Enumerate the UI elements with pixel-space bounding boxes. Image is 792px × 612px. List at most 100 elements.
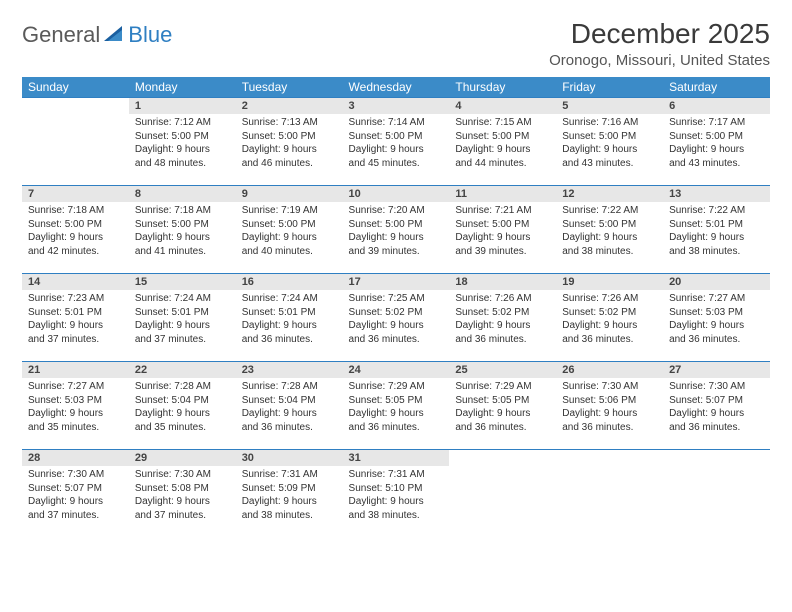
day-number: 18 — [449, 274, 556, 290]
daylight-text: Daylight: 9 hours — [242, 319, 337, 333]
daylight-text: and 36 minutes. — [669, 333, 764, 347]
daylight-text: Daylight: 9 hours — [455, 231, 550, 245]
day-details: Sunrise: 7:13 AMSunset: 5:00 PMDaylight:… — [236, 114, 343, 174]
daylight-text: and 37 minutes. — [135, 509, 230, 523]
daylight-text: and 39 minutes. — [349, 245, 444, 259]
sail-icon — [104, 22, 126, 48]
sunrise-text: Sunrise: 7:27 AM — [28, 380, 123, 394]
daylight-text: Daylight: 9 hours — [455, 143, 550, 157]
day-details: Sunrise: 7:17 AMSunset: 5:00 PMDaylight:… — [663, 114, 770, 174]
daylight-text: Daylight: 9 hours — [669, 143, 764, 157]
sunset-text: Sunset: 5:04 PM — [135, 394, 230, 408]
sunset-text: Sunset: 5:00 PM — [455, 130, 550, 144]
calendar-day-cell — [663, 450, 770, 538]
calendar-day-cell: 11Sunrise: 7:21 AMSunset: 5:00 PMDayligh… — [449, 186, 556, 274]
sunset-text: Sunset: 5:00 PM — [135, 218, 230, 232]
daylight-text: and 36 minutes. — [562, 421, 657, 435]
calendar-week: 1Sunrise: 7:12 AMSunset: 5:00 PMDaylight… — [22, 98, 770, 186]
day-details: Sunrise: 7:26 AMSunset: 5:02 PMDaylight:… — [449, 290, 556, 350]
calendar-day-cell: 13Sunrise: 7:22 AMSunset: 5:01 PMDayligh… — [663, 186, 770, 274]
sunset-text: Sunset: 5:00 PM — [28, 218, 123, 232]
day-number: 21 — [22, 362, 129, 378]
sunset-text: Sunset: 5:00 PM — [242, 218, 337, 232]
daylight-text: Daylight: 9 hours — [349, 407, 444, 421]
day-number: 6 — [663, 98, 770, 114]
day-details: Sunrise: 7:21 AMSunset: 5:00 PMDaylight:… — [449, 202, 556, 262]
calendar-day-cell: 23Sunrise: 7:28 AMSunset: 5:04 PMDayligh… — [236, 362, 343, 450]
daylight-text: and 44 minutes. — [455, 157, 550, 171]
daylight-text: Daylight: 9 hours — [349, 143, 444, 157]
day-details: Sunrise: 7:22 AMSunset: 5:00 PMDaylight:… — [556, 202, 663, 262]
daylight-text: and 36 minutes. — [455, 421, 550, 435]
calendar-day-cell: 29Sunrise: 7:30 AMSunset: 5:08 PMDayligh… — [129, 450, 236, 538]
daylight-text: Daylight: 9 hours — [135, 143, 230, 157]
sunrise-text: Sunrise: 7:24 AM — [242, 292, 337, 306]
daylight-text: Daylight: 9 hours — [28, 407, 123, 421]
sunset-text: Sunset: 5:01 PM — [669, 218, 764, 232]
sunrise-text: Sunrise: 7:14 AM — [349, 116, 444, 130]
calendar-day-cell: 2Sunrise: 7:13 AMSunset: 5:00 PMDaylight… — [236, 98, 343, 186]
daylight-text: and 42 minutes. — [28, 245, 123, 259]
daylight-text: and 35 minutes. — [28, 421, 123, 435]
sunset-text: Sunset: 5:00 PM — [242, 130, 337, 144]
calendar-day-cell — [449, 450, 556, 538]
brand-word-2: Blue — [128, 22, 172, 48]
day-number: 27 — [663, 362, 770, 378]
calendar-day-cell: 4Sunrise: 7:15 AMSunset: 5:00 PMDaylight… — [449, 98, 556, 186]
sunset-text: Sunset: 5:00 PM — [455, 218, 550, 232]
day-number: 26 — [556, 362, 663, 378]
calendar-day-cell: 22Sunrise: 7:28 AMSunset: 5:04 PMDayligh… — [129, 362, 236, 450]
day-details: Sunrise: 7:30 AMSunset: 5:06 PMDaylight:… — [556, 378, 663, 438]
daylight-text: and 36 minutes. — [669, 421, 764, 435]
sunrise-text: Sunrise: 7:18 AM — [28, 204, 123, 218]
sunrise-text: Sunrise: 7:28 AM — [242, 380, 337, 394]
calendar-week: 7Sunrise: 7:18 AMSunset: 5:00 PMDaylight… — [22, 186, 770, 274]
daylight-text: Daylight: 9 hours — [242, 407, 337, 421]
day-details: Sunrise: 7:26 AMSunset: 5:02 PMDaylight:… — [556, 290, 663, 350]
daylight-text: Daylight: 9 hours — [349, 319, 444, 333]
sunset-text: Sunset: 5:00 PM — [349, 130, 444, 144]
day-number: 29 — [129, 450, 236, 466]
weekday-header: Sunday — [22, 77, 129, 98]
daylight-text: Daylight: 9 hours — [562, 319, 657, 333]
title-block: December 2025 Oronogo, Missouri, United … — [549, 18, 770, 69]
calendar-day-cell: 12Sunrise: 7:22 AMSunset: 5:00 PMDayligh… — [556, 186, 663, 274]
daylight-text: and 38 minutes. — [669, 245, 764, 259]
daylight-text: and 35 minutes. — [135, 421, 230, 435]
day-number: 2 — [236, 98, 343, 114]
sunrise-text: Sunrise: 7:17 AM — [669, 116, 764, 130]
sunset-text: Sunset: 5:00 PM — [669, 130, 764, 144]
calendar-day-cell — [22, 98, 129, 186]
sunset-text: Sunset: 5:07 PM — [669, 394, 764, 408]
day-details: Sunrise: 7:30 AMSunset: 5:07 PMDaylight:… — [663, 378, 770, 438]
daylight-text: and 36 minutes. — [242, 421, 337, 435]
sunrise-text: Sunrise: 7:22 AM — [669, 204, 764, 218]
sunset-text: Sunset: 5:02 PM — [455, 306, 550, 320]
daylight-text: Daylight: 9 hours — [135, 495, 230, 509]
calendar-day-cell: 27Sunrise: 7:30 AMSunset: 5:07 PMDayligh… — [663, 362, 770, 450]
day-number: 19 — [556, 274, 663, 290]
sunrise-text: Sunrise: 7:21 AM — [455, 204, 550, 218]
daylight-text: Daylight: 9 hours — [242, 143, 337, 157]
sunrise-text: Sunrise: 7:30 AM — [562, 380, 657, 394]
sunrise-text: Sunrise: 7:12 AM — [135, 116, 230, 130]
sunrise-text: Sunrise: 7:27 AM — [669, 292, 764, 306]
daylight-text: and 36 minutes. — [349, 421, 444, 435]
day-number: 9 — [236, 186, 343, 202]
weekday-header: Wednesday — [343, 77, 450, 98]
sunrise-text: Sunrise: 7:16 AM — [562, 116, 657, 130]
day-number: 13 — [663, 186, 770, 202]
calendar-day-cell: 30Sunrise: 7:31 AMSunset: 5:09 PMDayligh… — [236, 450, 343, 538]
day-details: Sunrise: 7:30 AMSunset: 5:08 PMDaylight:… — [129, 466, 236, 526]
sunrise-text: Sunrise: 7:24 AM — [135, 292, 230, 306]
day-details: Sunrise: 7:29 AMSunset: 5:05 PMDaylight:… — [449, 378, 556, 438]
sunset-text: Sunset: 5:07 PM — [28, 482, 123, 496]
sunset-text: Sunset: 5:05 PM — [349, 394, 444, 408]
daylight-text: Daylight: 9 hours — [562, 407, 657, 421]
day-details: Sunrise: 7:23 AMSunset: 5:01 PMDaylight:… — [22, 290, 129, 350]
day-details: Sunrise: 7:27 AMSunset: 5:03 PMDaylight:… — [663, 290, 770, 350]
day-details: Sunrise: 7:24 AMSunset: 5:01 PMDaylight:… — [236, 290, 343, 350]
sunrise-text: Sunrise: 7:15 AM — [455, 116, 550, 130]
sunrise-text: Sunrise: 7:30 AM — [669, 380, 764, 394]
calendar-table: SundayMondayTuesdayWednesdayThursdayFrid… — [22, 77, 770, 538]
